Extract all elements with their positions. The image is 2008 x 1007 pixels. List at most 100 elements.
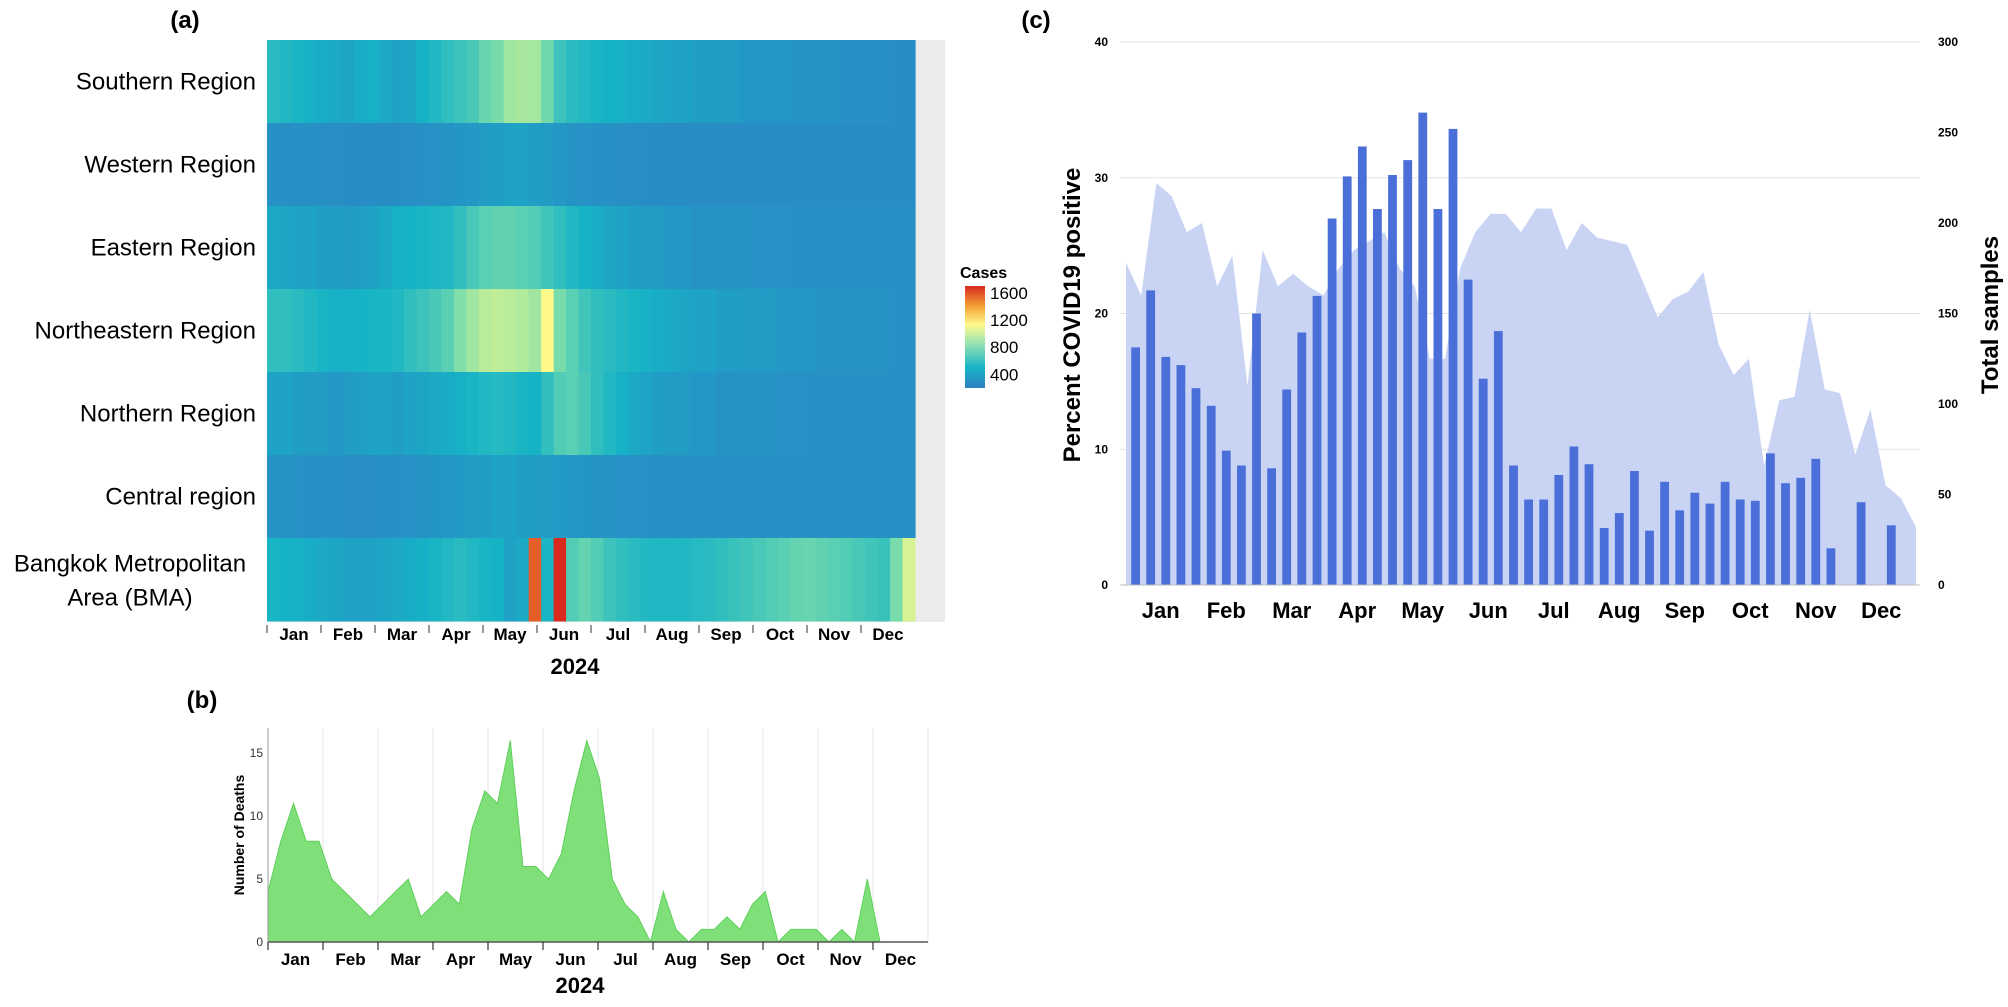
positivity-bar: [1478, 378, 1488, 585]
heatmap-cell: [541, 206, 555, 290]
deaths-x-tick-label: Jul: [613, 950, 638, 969]
deaths-x-label: 2024: [556, 973, 606, 998]
heatmap-cell: [279, 372, 293, 456]
heatmap-cell: [591, 289, 605, 373]
heatmap-cell: [715, 289, 729, 373]
heatmap-cell: [678, 538, 692, 622]
heatmap-cell: [653, 206, 667, 290]
legend-tick-label: 400: [990, 365, 1018, 384]
deaths-x-tick-label: Dec: [885, 950, 916, 969]
heatmap-cell: [316, 289, 330, 373]
heatmap-year-label: 2024: [551, 654, 601, 679]
heatmap-cell: [491, 538, 505, 622]
heatmap-cell: [740, 206, 754, 290]
heatmap-cell: [329, 372, 343, 456]
heatmap-cell: [366, 455, 380, 539]
heatmap-cell: [304, 289, 318, 373]
positivity-y-ticks: 0 10 20 30 40: [1095, 35, 1109, 592]
heatmap-cell: [354, 206, 368, 290]
heatmap-cell: [553, 123, 567, 207]
heatmap-cell: [653, 372, 667, 456]
heatmap-cell: [802, 123, 816, 207]
heatmap-cell: [815, 123, 829, 207]
heatmap-cell: [578, 206, 592, 290]
deaths-y-tick-label: 0: [256, 935, 263, 949]
heatmap-cell: [541, 538, 555, 622]
heatmap-cell: [678, 123, 692, 207]
heatmap-cell: [267, 372, 281, 456]
heatmap-cell: [640, 206, 654, 290]
positivity-bar: [1750, 500, 1760, 585]
panel-a-label: (a): [170, 7, 199, 34]
deaths-y-label: Number of Deaths: [231, 775, 247, 896]
heatmap-cell: [528, 40, 542, 124]
heatmap-cell: [753, 455, 767, 539]
heatmap-cell: [503, 289, 517, 373]
deaths-y-ticks: 0 5 10 15: [250, 746, 264, 949]
heatmap-cell: [678, 455, 692, 539]
legend-tick-label: 1600: [990, 284, 1028, 303]
heatmap-cell: [304, 123, 318, 207]
samples-y2-ticks: 0 50 100 150 200 250 300: [1938, 35, 1958, 592]
positivity-bar: [1766, 453, 1775, 585]
deaths-x-ticks: Jan Feb Mar Apr May Jun Jul Aug Sep Oct Nov Dec: [267, 942, 916, 969]
positivity-bar: [1645, 530, 1654, 585]
heatmap-cell: [453, 40, 467, 124]
heatmap-cell: [404, 372, 418, 456]
heatmap-cell: [902, 206, 916, 290]
heatmap-cell: [827, 40, 841, 124]
heatmap-cell: [603, 289, 617, 373]
positivity-bar: [1327, 218, 1337, 585]
heatmap-cell: [840, 289, 854, 373]
positivity-bar: [1720, 481, 1730, 585]
heatmap-cell: [615, 123, 629, 207]
heatmap-cell: [404, 123, 418, 207]
heatmap-cell: [827, 206, 841, 290]
total-samples-area: [1126, 183, 1916, 585]
positivity-bar: [1418, 112, 1428, 585]
heatmap-cell: [815, 206, 829, 290]
deaths-x-tick-label: Aug: [664, 950, 697, 969]
heatmap-cell: [790, 123, 804, 207]
heatmap-cell: [690, 40, 704, 124]
heatmap-cell: [491, 206, 505, 290]
positivity-x-tick-label: Apr: [1338, 598, 1376, 623]
heatmap-cell: [566, 40, 580, 124]
heatmap-cell: [628, 206, 642, 290]
heatmap-cell: [703, 538, 717, 622]
heatmap-cell: [715, 455, 729, 539]
heatmap-cell: [740, 372, 754, 456]
heatmap-cell: [404, 206, 418, 290]
heatmap-cell: [466, 455, 480, 539]
heatmap-cell: [603, 372, 617, 456]
heatmap-cell: [740, 123, 754, 207]
heatmap-cell: [429, 455, 443, 539]
heatmap-cell: [715, 206, 729, 290]
heatmap-row-label: Western Region: [84, 152, 256, 179]
heatmap-cell: [491, 455, 505, 539]
heatmap-cell: [703, 206, 717, 290]
positivity-bar: [1705, 503, 1715, 585]
heatmap-cell: [316, 455, 330, 539]
heatmap-cell: [591, 455, 605, 539]
heatmap-cell: [566, 538, 580, 622]
heatmap-cell: [416, 538, 430, 622]
heatmap-cell: [765, 40, 779, 124]
heatmap-cell: [279, 123, 293, 207]
heatmap-cell: [890, 206, 904, 290]
heatmap-cell: [466, 538, 480, 622]
heatmap-cell: [379, 538, 393, 622]
heatmap-cell: [628, 123, 642, 207]
positivity-x-tick-label: Jun: [1469, 598, 1508, 623]
positivity-bar: [1493, 331, 1503, 585]
panel-b-label: (b): [187, 687, 218, 714]
heatmap-cell: [279, 289, 293, 373]
heatmap-cell: [852, 455, 866, 539]
heatmap-cell: [429, 123, 443, 207]
heatmap-month-labels: Jan Feb Mar Apr May Jun Jul Aug Sep Oct Nov Dec: [266, 625, 904, 644]
heatmap-cell: [790, 538, 804, 622]
heatmap-cell: [516, 123, 530, 207]
heatmap-cell: [366, 372, 380, 456]
heatmap-cell: [291, 206, 305, 290]
heatmap-cell: [753, 372, 767, 456]
